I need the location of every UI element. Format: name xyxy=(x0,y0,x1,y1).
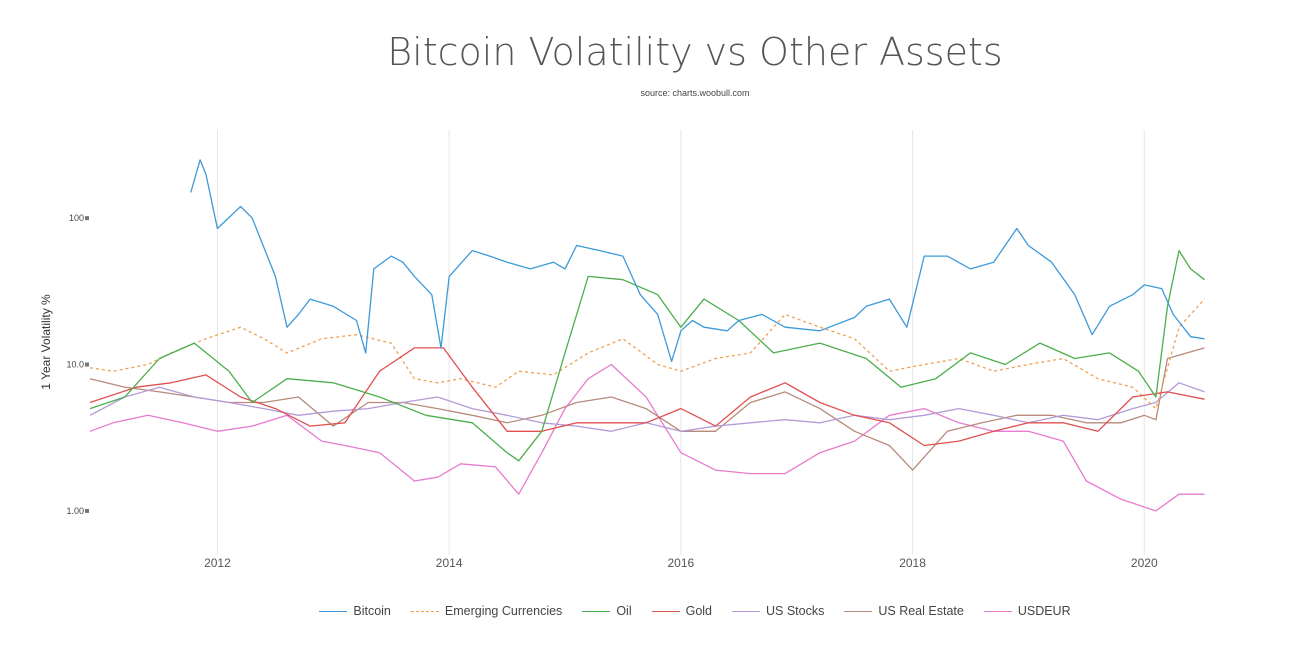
legend-label: Oil xyxy=(616,604,632,618)
grid-lines xyxy=(216,130,1145,555)
x-tick-label: 2014 xyxy=(436,556,463,570)
y-tick-label: 10.0 xyxy=(66,360,84,370)
y-tick-mark xyxy=(85,216,89,221)
y-axis-label: 1 Year Volatility % xyxy=(39,294,53,390)
x-tick-label: 2012 xyxy=(204,556,231,570)
legend: Bitcoin Emerging Currencies Oil Gold US Stoc… xyxy=(0,604,1290,618)
y-axis: 1.00 10.0 100 xyxy=(66,213,89,516)
x-axis: 2012 2014 2016 2018 2020 xyxy=(204,556,1158,570)
x-tick-label: 2018 xyxy=(899,556,926,570)
legend-item[interactable]: Bitcoin xyxy=(319,604,391,618)
legend-swatch xyxy=(844,610,873,612)
series-line-us-real-estate xyxy=(89,347,1205,471)
series-line-oil xyxy=(89,249,1205,462)
legend-swatch xyxy=(651,610,680,612)
x-tick-label: 2020 xyxy=(1131,556,1158,570)
series-line-gold xyxy=(89,347,1205,447)
legend-swatch xyxy=(732,610,760,612)
series-line-emerging-currencies xyxy=(89,298,1205,410)
chart-subtitle: source: charts.woobull.com xyxy=(640,88,750,98)
line-chart: 1.00 10.0 100 2012 2014 2016 2018 2020 1 Year … xyxy=(39,130,1205,570)
legend-label: Emerging Currencies xyxy=(444,604,563,618)
legend-label: Bitcoin xyxy=(353,604,391,618)
legend-item[interactable]: US Real Estate xyxy=(844,604,964,618)
legend-swatch xyxy=(410,610,439,612)
y-tick-mark xyxy=(85,362,89,367)
legend-item[interactable]: US Stocks xyxy=(732,604,824,618)
legend-label: US Stocks xyxy=(766,604,825,618)
legend-label: Gold xyxy=(685,604,712,618)
x-tick-label: 2016 xyxy=(668,556,695,570)
chart-title: Bitcoin Volatility vs Other Assets xyxy=(387,30,1003,74)
legend-swatch xyxy=(319,610,348,612)
y-tick-mark xyxy=(85,508,89,513)
legend-swatch xyxy=(582,610,611,612)
y-tick-label: 1.00 xyxy=(66,506,84,516)
legend-swatch xyxy=(983,610,1012,612)
series-line-bitcoin xyxy=(190,159,1205,363)
legend-item[interactable]: USDEUR xyxy=(983,604,1071,618)
legend-label: US Real Estate xyxy=(878,604,964,618)
legend-item[interactable]: Emerging Currencies xyxy=(410,604,563,618)
legend-item[interactable]: Oil xyxy=(582,604,632,618)
series-lines xyxy=(89,159,1205,512)
series-line-usdeur xyxy=(89,363,1205,512)
legend-label: USDEUR xyxy=(1017,604,1071,618)
y-tick-label: 100 xyxy=(69,213,84,223)
legend-item[interactable]: Gold xyxy=(651,604,712,618)
